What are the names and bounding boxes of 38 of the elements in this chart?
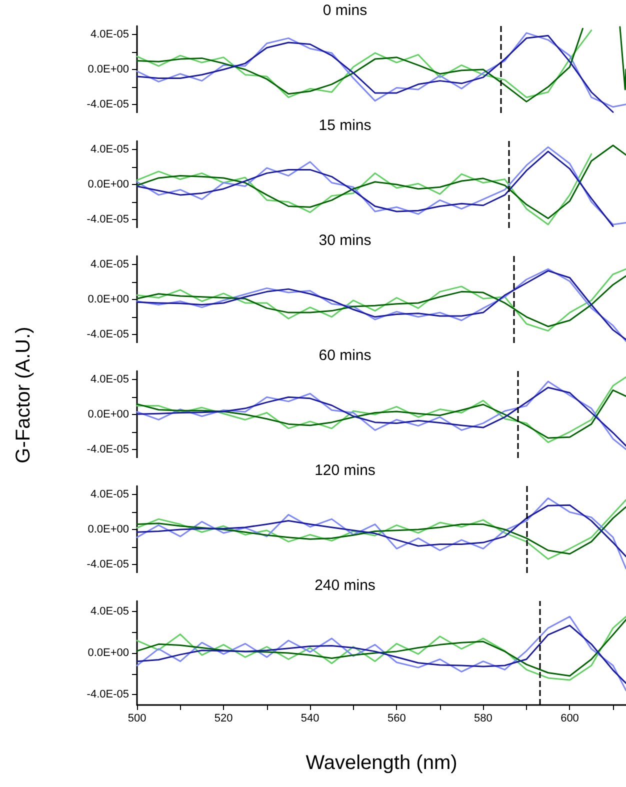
chart-title: 60 mins (318, 347, 372, 364)
y-tick-label: -4.0E-05 (86, 443, 129, 456)
y-tick-label: 4.0E-05 (90, 605, 129, 618)
line-series (136, 497, 626, 570)
line-series (136, 30, 592, 98)
x-tick-label: 560 (387, 712, 406, 724)
y-tick-label: 4.0E-05 (90, 28, 129, 41)
y-tick-label: 4.0E-05 (90, 374, 129, 386)
y-tick-label: -4.0E-05 (86, 688, 129, 701)
x-tick-label: 500 (128, 712, 146, 724)
line-series (136, 624, 626, 684)
y-tick-label: 0.0E+00 (88, 408, 129, 420)
x-tick-label: 540 (300, 712, 320, 724)
y-tick-label: -4.0E-05 (86, 213, 129, 226)
x-tick-label: 580 (474, 712, 492, 724)
y-tick-label: -4.0E-05 (86, 558, 129, 570)
x-tick-label: 600 (560, 712, 579, 724)
chart-title: 240 mins (314, 577, 376, 594)
y-tick-label: -4.0E-05 (86, 328, 129, 340)
line-series (136, 389, 626, 439)
y-tick-label: 0.0E+00 (88, 294, 129, 306)
chart-title: 120 mins (314, 462, 376, 479)
x-axis-title: Wavelength (nm) (306, 752, 458, 774)
x-tick-label: 520 (214, 712, 233, 724)
y-tick-label: 4.0E-05 (90, 488, 129, 501)
chart-title: 0 mins (322, 2, 368, 19)
chart-title: 30 mins (318, 232, 372, 249)
y-tick-label: 4.0E-05 (90, 144, 129, 156)
y-tick-label: 0.0E+00 (88, 64, 129, 76)
line-series (136, 376, 626, 444)
y-tick-label: 0.0E+00 (88, 647, 129, 659)
y-tick-label: -4.0E-05 (86, 98, 129, 110)
chart-title: 15 mins (318, 117, 372, 134)
y-axis-title: G-Factor (A.U.) (12, 326, 36, 464)
y-tick-label: 4.0E-05 (90, 258, 129, 271)
y-tick-label: 0.0E+00 (88, 178, 129, 190)
y-tick-label: 0.0E+00 (88, 524, 129, 536)
line-series (136, 275, 626, 328)
